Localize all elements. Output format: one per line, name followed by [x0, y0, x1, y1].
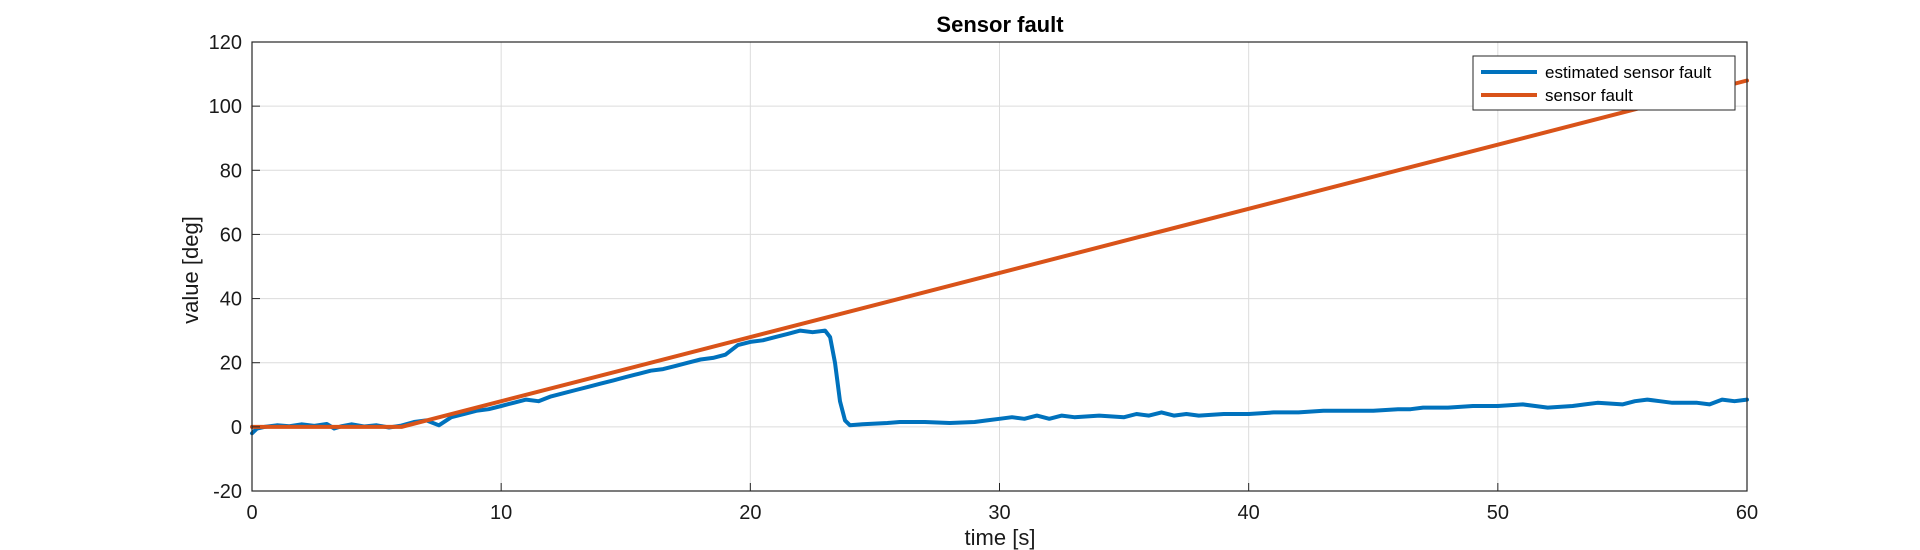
series-line-1: [250, 78, 1749, 429]
y-tick-label: 60: [220, 224, 242, 246]
y-axis-label: value [deg]: [178, 216, 203, 324]
chart-title: Sensor fault: [936, 12, 1064, 37]
x-axis-label: time [s]: [965, 525, 1036, 550]
series-line-0: [250, 328, 1749, 436]
x-tick-label: 10: [490, 502, 512, 524]
y-tick-label: 20: [220, 353, 242, 375]
x-tick-label: 60: [1736, 502, 1758, 524]
y-tick-label: 40: [220, 289, 242, 311]
y-tick-label: -20: [213, 481, 242, 503]
x-tick-label: 50: [1487, 502, 1509, 524]
legend-entry-1: sensor fault: [1545, 86, 1633, 105]
y-tick-label: 120: [209, 32, 242, 54]
legend-box: [1472, 55, 1736, 111]
y-tick-label: 80: [220, 160, 242, 182]
series-lines: [250, 78, 1749, 436]
y-tick-label: 100: [209, 96, 242, 118]
legend-entry-0: estimated sensor fault: [1545, 63, 1712, 82]
legend: estimated sensor fault sensor fault: [1472, 55, 1736, 111]
x-tick-label: 20: [739, 502, 761, 524]
y-tick-label: 0: [231, 417, 242, 439]
x-tick-label: 30: [988, 502, 1010, 524]
x-tick-label: 40: [1238, 502, 1260, 524]
x-tick-label: 0: [246, 502, 257, 524]
